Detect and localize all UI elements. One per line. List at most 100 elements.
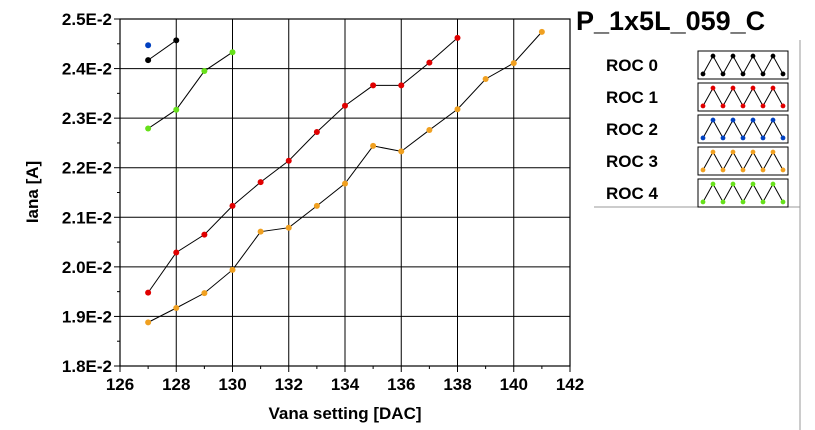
legend-marker-roc-1 — [710, 85, 716, 91]
series-line-roc-1 — [147, 37, 458, 293]
legend-label-roc-2: ROC 2 — [606, 120, 658, 139]
legend-marker-roc-1 — [770, 85, 776, 91]
legend-marker-roc-3 — [720, 167, 726, 173]
legend-marker-roc-4 — [720, 199, 726, 205]
legend-marker-roc-1 — [730, 85, 736, 91]
x-axis-title: Vana setting [DAC] — [268, 404, 421, 423]
data-point-roc-4 — [201, 68, 208, 75]
legend-marker-roc-1 — [720, 103, 726, 109]
data-point-roc-4 — [145, 125, 152, 132]
y-tick-label: 2.0E-2 — [62, 258, 112, 277]
y-tick-labels: 1.8E-2 1.9E-2 2.0E-2 2.1E-2 2.2E-2 2.3E-2 2.4E… — [62, 10, 112, 376]
legend-label-roc-1: ROC 1 — [606, 88, 658, 107]
x-tick-label: 126 — [106, 375, 134, 394]
data-point-roc-3 — [342, 180, 348, 187]
data-point-roc-3 — [229, 266, 236, 273]
data-point-roc-1 — [201, 231, 208, 238]
data-point-roc-1 — [426, 59, 433, 66]
series-line-roc-0 — [147, 39, 177, 61]
data-point-roc-0 — [145, 57, 152, 64]
data-point-roc-3 — [538, 28, 545, 35]
legend-marker-roc-1 — [750, 85, 756, 91]
data-point-roc-1 — [285, 157, 292, 164]
y-tick-label: 2.3E-2 — [62, 109, 112, 128]
data-point-roc-1 — [313, 129, 320, 136]
data-point-roc-3 — [454, 106, 461, 113]
data-point-roc-2 — [145, 42, 152, 49]
x-tick-label: 142 — [556, 375, 584, 394]
data-point-roc-3 — [173, 305, 180, 312]
data-point-roc-3 — [145, 319, 152, 326]
y-tick-label: 1.9E-2 — [62, 307, 112, 326]
data-point-roc-1 — [370, 82, 377, 89]
data-point-roc-3 — [285, 224, 292, 231]
legend-marker-roc-4 — [700, 199, 706, 205]
data-point-roc-1 — [454, 34, 461, 41]
legend-marker-roc-3 — [740, 167, 746, 173]
legend-label-roc-4: ROC 4 — [606, 184, 659, 203]
legend-marker-roc-0 — [740, 71, 746, 77]
legend-marker-roc-2 — [700, 135, 706, 141]
data-point-roc-3 — [510, 60, 517, 67]
y-tick-label: 2.5E-2 — [62, 10, 112, 29]
data-point-roc-1 — [398, 82, 405, 89]
legend-marker-roc-0 — [730, 53, 736, 59]
legend-marker-roc-2 — [720, 135, 726, 141]
data-point-roc-3 — [398, 148, 405, 155]
y-tick-label: 2.1E-2 — [62, 208, 112, 227]
legend-marker-roc-2 — [740, 135, 746, 141]
legend-marker-roc-3 — [780, 167, 786, 173]
legend-marker-roc-4 — [730, 181, 736, 187]
data-point-roc-3 — [426, 127, 433, 134]
legend-marker-roc-2 — [780, 135, 786, 141]
legend-marker-roc-4 — [770, 181, 776, 187]
legend-marker-roc-4 — [760, 199, 766, 205]
legend-marker-roc-0 — [780, 71, 786, 77]
data-point-roc-1 — [229, 202, 236, 209]
legend-marker-roc-1 — [760, 103, 766, 109]
legend-marker-roc-0 — [760, 71, 766, 77]
legend-marker-roc-3 — [760, 167, 766, 173]
legend-marker-roc-3 — [700, 167, 706, 173]
data-point-roc-3 — [313, 202, 320, 209]
y-tick-label: 2.2E-2 — [62, 159, 112, 178]
data-point-roc-4 — [229, 49, 236, 56]
x-tick-label: 128 — [162, 375, 190, 394]
x-tick-label: 138 — [443, 375, 471, 394]
series-line-roc-4 — [147, 51, 233, 129]
series-points — [145, 28, 545, 326]
legend-marker-roc-2 — [730, 117, 736, 123]
data-point-roc-3 — [257, 228, 264, 235]
legend-marker-roc-3 — [770, 149, 776, 155]
data-point-roc-3 — [201, 290, 208, 297]
y-tick-label: 2.4E-2 — [62, 60, 112, 79]
legend-marker-roc-2 — [760, 135, 766, 141]
data-point-roc-1 — [173, 249, 180, 256]
legend-marker-roc-1 — [700, 103, 706, 109]
legend-label-roc-3: ROC 3 — [606, 152, 658, 171]
legend-marker-roc-0 — [710, 53, 716, 59]
legend-marker-roc-1 — [780, 103, 786, 109]
data-point-roc-1 — [342, 102, 348, 109]
legend: ROC 0 ROC 1 ROC 2 ROC 3 ROC 4 — [594, 40, 801, 430]
legend-marker-roc-4 — [780, 199, 786, 205]
data-point-roc-1 — [257, 179, 264, 186]
legend-marker-roc-2 — [750, 117, 756, 123]
legend-marker-roc-1 — [740, 103, 746, 109]
legend-marker-roc-0 — [720, 71, 726, 77]
data-point-roc-0 — [173, 37, 180, 44]
x-tick-label: 134 — [331, 375, 360, 394]
legend-marker-roc-2 — [770, 117, 776, 123]
legend-marker-roc-2 — [710, 117, 716, 123]
x-tick-labels: 126 128 130 132 134 136 138 140 142 — [106, 375, 584, 394]
legend-marker-roc-3 — [710, 149, 716, 155]
legend-marker-roc-0 — [700, 71, 706, 77]
data-point-roc-3 — [370, 142, 377, 149]
grid-lines — [114, 18, 571, 372]
legend-marker-roc-4 — [750, 181, 756, 187]
x-tick-label: 130 — [218, 375, 246, 394]
x-tick-label: 140 — [500, 375, 528, 394]
chart-title: P_1x5L_059_C — [576, 6, 765, 36]
y-axis-title: Iana [A] — [23, 161, 42, 223]
data-point-roc-1 — [145, 289, 152, 296]
